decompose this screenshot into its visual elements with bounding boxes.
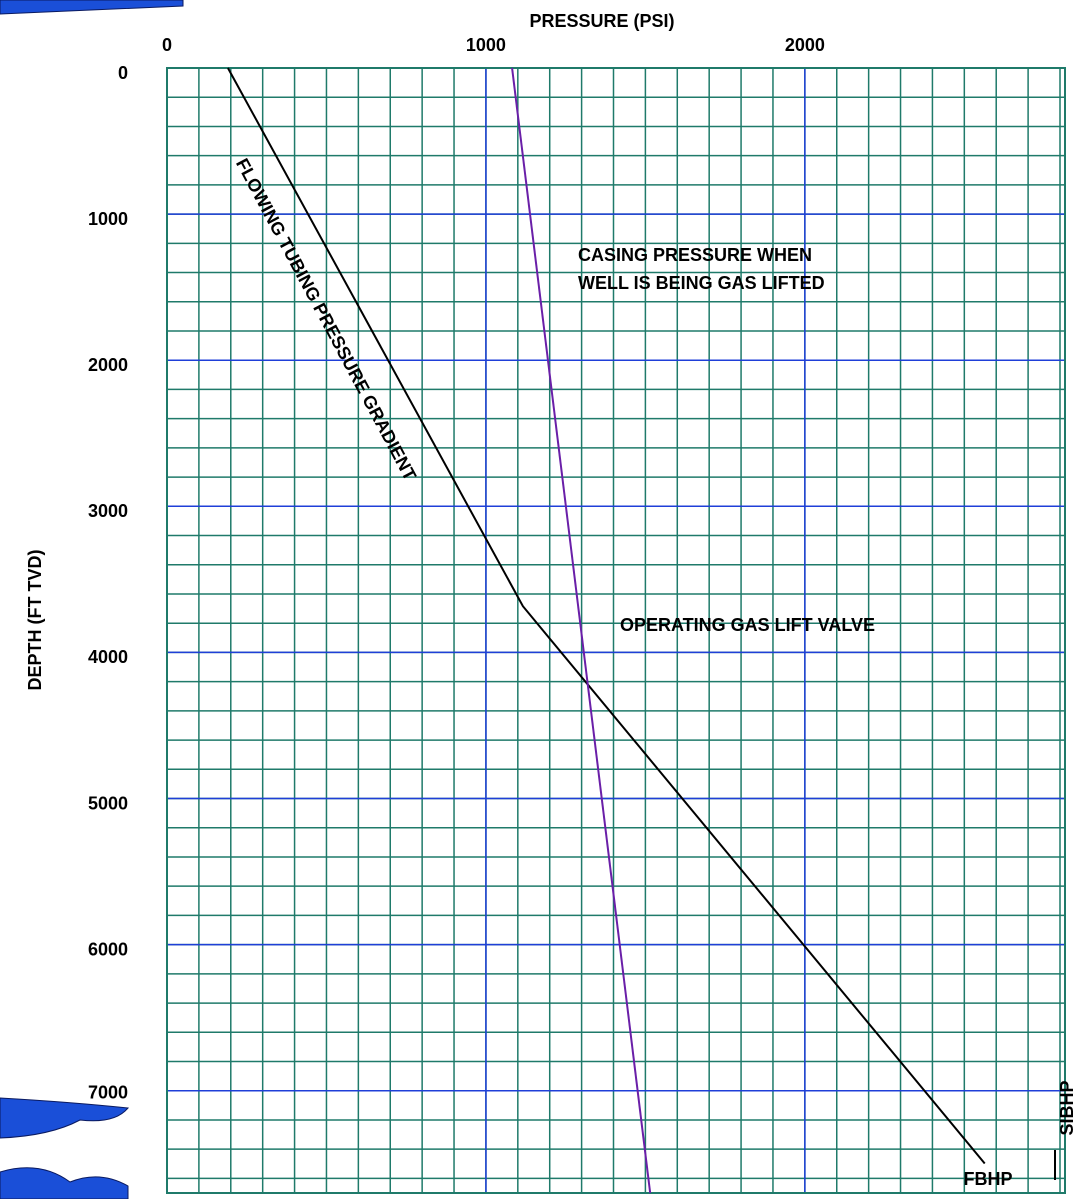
x-tick-label: 1000 [466, 35, 506, 55]
y-tick-label: 0 [118, 63, 128, 83]
x-tick-label: 2000 [785, 35, 825, 55]
decoration [0, 0, 183, 14]
x-axis-label: PRESSURE (PSI) [529, 11, 674, 31]
y-tick-label: 1000 [88, 209, 128, 229]
plot-frame [167, 68, 1065, 1193]
decoration [0, 1168, 128, 1199]
y-tick-label: 5000 [88, 793, 128, 813]
y-tick-label: 4000 [88, 647, 128, 667]
chart: PRESSURE (PSI) DEPTH (FT TVD) 0 1000 2000 0… [0, 0, 1075, 1199]
annotation: OPERATING GAS LIFT VALVE [620, 615, 875, 635]
x-tick-label: 0 [162, 35, 172, 55]
annotation: WELL IS BEING GAS LIFTED [578, 273, 825, 293]
y-tick-label: 3000 [88, 501, 128, 521]
y-tick-label: 2000 [88, 355, 128, 375]
annotation: SIBHP [1057, 1080, 1075, 1135]
y-tick-label: 7000 [88, 1082, 128, 1102]
y-tick-label: 6000 [88, 939, 128, 959]
grid [167, 68, 1065, 1193]
annotation: CASING PRESSURE WHEN [578, 245, 812, 265]
y-axis-label: DEPTH (FT TVD) [25, 550, 45, 691]
annotation: FBHP [964, 1169, 1013, 1189]
decoration [0, 1098, 128, 1138]
